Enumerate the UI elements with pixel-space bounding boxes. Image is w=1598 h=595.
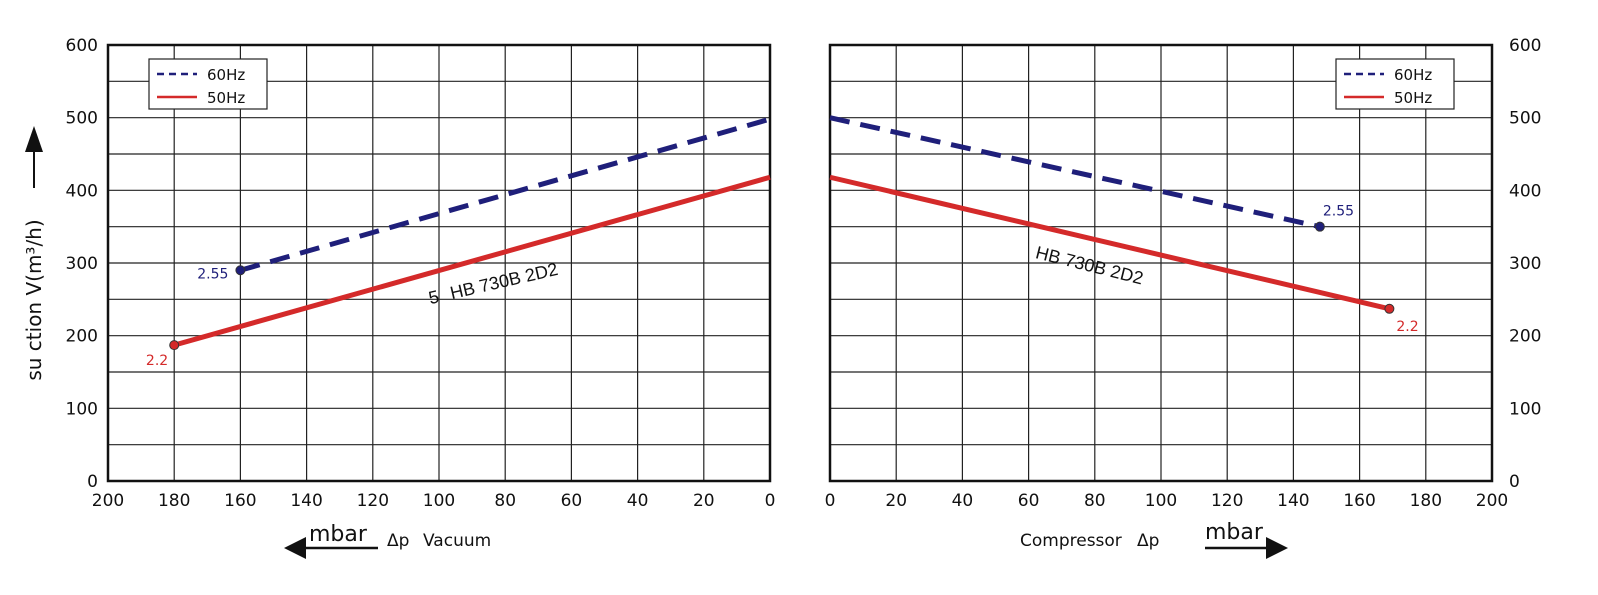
y-tick-label: 400 [66, 181, 98, 201]
series-line-50hz [829, 174, 1390, 312]
x-tick-label: 80 [494, 491, 516, 511]
series-endpoint-50hz [169, 340, 180, 351]
y-tick-label: 500 [66, 109, 98, 129]
x-axis-title: Vacuum [423, 531, 491, 551]
legend-box [148, 58, 268, 110]
series-end-label: 2.2 [146, 353, 168, 369]
y-axis-arrow [25, 126, 43, 188]
x-tick-label: 100 [423, 491, 455, 511]
legend-label: 60Hz [1394, 66, 1432, 84]
y-tick-label: 500 [1509, 109, 1541, 129]
x-tick-label: 160 [224, 491, 256, 511]
y-tick-label: 300 [66, 254, 98, 274]
x-tick-label: 120 [357, 491, 389, 511]
y-tick-label: 200 [1509, 327, 1541, 347]
series-endpoint-60hz [1314, 221, 1325, 232]
series-endpoint-50hz [1384, 303, 1395, 314]
x-tick-label: 20 [693, 491, 715, 511]
x-tick-label: 200 [1476, 491, 1508, 511]
x-tick-label: 160 [1343, 491, 1375, 511]
y-tick-label: 300 [1509, 254, 1541, 274]
legend-label: 60Hz [207, 66, 245, 84]
x-tick-label: 0 [825, 491, 836, 511]
x-tick-label: 180 [1410, 491, 1442, 511]
y-tick-label: 400 [1509, 181, 1541, 201]
y-tick-label: 200 [66, 327, 98, 347]
y-axis-title: su ction V(m³/h) [22, 219, 46, 380]
x-axis-label: mbar Δp Vacuum [284, 522, 491, 559]
x-tick-label: 140 [290, 491, 322, 511]
legend-box [1335, 58, 1455, 110]
x-axis-delta-symbol: Δp [387, 531, 409, 551]
model-label-prefix: 5 [427, 286, 441, 308]
plot-frame [106, 43, 772, 483]
x-tick-label: 100 [1145, 491, 1177, 511]
legend: 60Hz 50Hz [148, 58, 268, 110]
x-axis-unit: mbar [1205, 520, 1264, 545]
x-tick-label: 20 [885, 491, 907, 511]
x-tick-label: 60 [561, 491, 583, 511]
series-end-label: 2.55 [197, 266, 228, 282]
legend-label: 50Hz [207, 89, 245, 107]
series-endpoint-60hz [235, 265, 246, 276]
y-tick-label: 100 [1509, 399, 1541, 419]
x-tick-label: 140 [1277, 491, 1309, 511]
x-axis-delta-symbol: Δp [1137, 531, 1159, 551]
x-axis-unit: mbar [309, 522, 368, 547]
grid [830, 45, 1492, 481]
y-tick-label: 100 [66, 399, 98, 419]
plot-frame [828, 43, 1494, 483]
x-tick-label: 0 [765, 491, 776, 511]
x-tick-label: 40 [952, 491, 974, 511]
left-arrow-icon [284, 537, 306, 559]
x-tick-label: 180 [158, 491, 190, 511]
y-tick-label: 0 [1509, 472, 1520, 492]
legend-label: 50Hz [1394, 89, 1432, 107]
series-line-50hz [173, 174, 771, 348]
y-tick-label: 600 [1509, 36, 1541, 56]
x-tick-label: 60 [1018, 491, 1040, 511]
series-end-label: 2.55 [1323, 204, 1354, 220]
series-line-60hz [829, 115, 1321, 230]
x-axis-label: Compressor Δp mbar [1020, 520, 1288, 559]
chart-panel-vacuum: 200 180 160 140 120 100 80 60 40 20 00100200300400… [66, 36, 776, 559]
series-end-label: 2.2 [1396, 319, 1418, 335]
y-tick-label: 600 [66, 36, 98, 56]
right-arrow-icon [1266, 537, 1288, 559]
x-tick-label: 40 [627, 491, 649, 511]
x-axis-title: Compressor [1020, 531, 1122, 551]
x-tick-label: 200 [92, 491, 124, 511]
grid [108, 45, 770, 481]
legend: 60Hz 50Hz [1335, 58, 1455, 110]
y-tick-label: 0 [87, 472, 98, 492]
chart-panel-compressor: 0 20 40 60 80 100 120 140 160 180 2000100200300400… [825, 36, 1541, 559]
x-tick-label: 80 [1084, 491, 1106, 511]
x-tick-label: 120 [1211, 491, 1243, 511]
